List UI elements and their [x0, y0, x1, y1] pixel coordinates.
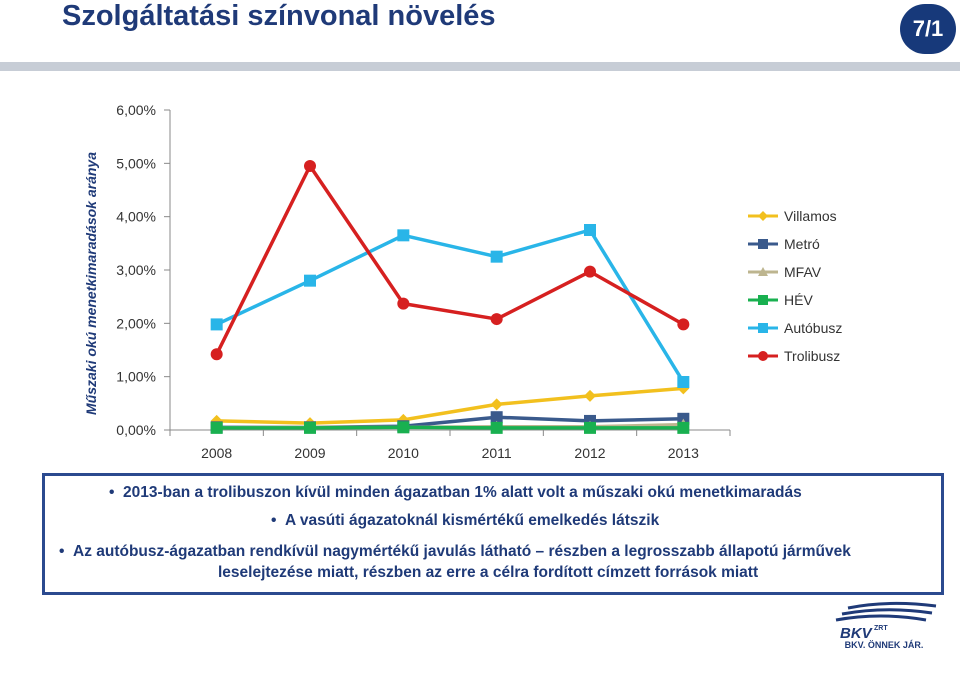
- y-tick-label: 2,00%: [116, 315, 156, 331]
- data-point: [210, 348, 223, 361]
- y-tick-label: 5,00%: [116, 155, 156, 171]
- y-tick-label: 1,00%: [116, 369, 156, 385]
- y-tick-label: 3,00%: [116, 262, 156, 278]
- data-point: [758, 239, 768, 249]
- legend-label: Trolibusz: [784, 348, 841, 364]
- note-text: Az autóbusz-ágazatban rendkívül nagymért…: [73, 543, 851, 560]
- note-item-2: • A vasúti ágazatoknál kismértékű emelked…: [271, 512, 659, 530]
- chart-legend: Villamos Metró MFAV HÉV Autóbusz Trolibusz: [748, 202, 842, 370]
- series-1: [210, 382, 690, 430]
- series-line: [216, 425, 684, 430]
- x-tick-label: 2009: [294, 445, 325, 461]
- data-point: [490, 313, 503, 326]
- series-line: [215, 228, 685, 383]
- page-title: Szolgáltatási színvonal növelés: [62, 0, 496, 32]
- data-point: [758, 267, 768, 276]
- data-point: [584, 224, 596, 236]
- data-point: [490, 421, 503, 434]
- legend-item: Villamos: [748, 202, 842, 230]
- series-6: [210, 160, 690, 361]
- data-point: [677, 318, 690, 331]
- legend-swatch: [748, 295, 778, 305]
- y-tick-label: 0,00%: [116, 422, 156, 438]
- page-number-badge: 7/1: [900, 4, 956, 54]
- data-point: [304, 160, 316, 172]
- legend-item: Autóbusz: [748, 314, 842, 342]
- data-point: [304, 421, 316, 434]
- data-point: [397, 229, 410, 242]
- legend-swatch: [748, 351, 778, 361]
- legend-swatch: [748, 211, 778, 221]
- data-point: [397, 297, 410, 310]
- bullet-icon: •: [59, 543, 65, 560]
- legend-item: Trolibusz: [748, 342, 842, 370]
- notes-box: • 2013-ban a trolibuszon kívül minden ága…: [42, 473, 944, 595]
- x-tick-label: 2008: [201, 445, 232, 461]
- svg-text:ZRT: ZRT: [874, 625, 888, 632]
- note-item-3: • Az autóbusz-ágazatban rendkívül nagymér…: [59, 543, 851, 561]
- note-text: leselejtezése miatt, részben az erre a c…: [218, 564, 759, 581]
- legend-item: MFAV: [748, 258, 842, 286]
- data-point: [210, 421, 223, 434]
- bullet-icon: •: [271, 512, 277, 529]
- data-point: [584, 389, 596, 402]
- legend-label: Metró: [784, 236, 820, 252]
- x-tick-label: 2012: [574, 445, 605, 461]
- line-chart: 0,00% 1,00% 2,00% 3,00% 4,00% 5,00% 6,00% 2008 2…: [116, 102, 731, 461]
- data-point: [304, 274, 316, 287]
- legend-label: MFAV: [784, 264, 822, 280]
- bkv-logo: BKV ZRT BKV. ÖNNEK JÁR.: [828, 600, 940, 660]
- data-point: [677, 421, 690, 434]
- data-point: [584, 265, 596, 278]
- y-axis-label: Műszaki okú menetkimaradások aránya: [83, 151, 99, 415]
- bullet-icon: •: [109, 484, 115, 501]
- series-line: [215, 164, 685, 356]
- legend-swatch: [748, 267, 778, 276]
- data-point: [490, 398, 503, 411]
- note-text: A vasúti ágazatoknál kismértékű emelkedé…: [285, 512, 660, 529]
- legend-swatch: [748, 239, 778, 249]
- legend-item: HÉV: [748, 286, 842, 314]
- legend-label: HÉV: [784, 292, 813, 308]
- x-tick-label: 2011: [482, 445, 512, 461]
- data-point: [677, 376, 690, 388]
- title-divider: [0, 62, 960, 71]
- note-item-3-continued: leselejtezése miatt, részben az erre a c…: [218, 564, 758, 582]
- data-point: [584, 421, 596, 434]
- x-tick-label: 2010: [388, 445, 419, 461]
- bkv-logo-mark: BKV ZRT: [835, 601, 937, 642]
- series-4: [210, 421, 690, 434]
- data-point: [758, 211, 768, 221]
- data-point: [758, 323, 768, 333]
- legend-item: Metró: [748, 230, 842, 258]
- data-point: [758, 295, 768, 305]
- svg-text:BKV: BKV: [840, 625, 874, 640]
- series-5: [210, 224, 690, 388]
- series-line: [216, 386, 684, 425]
- y-tick-label: 4,00%: [116, 209, 156, 225]
- data-point: [490, 411, 503, 424]
- note-item-1: • 2013-ban a trolibuszon kívül minden ága…: [109, 484, 802, 502]
- note-text: 2013-ban a trolibuszon kívül minden ágaz…: [123, 484, 802, 501]
- data-point: [490, 250, 503, 263]
- x-tick-label: 2013: [668, 445, 699, 461]
- legend-label: Autóbusz: [784, 320, 843, 336]
- data-point: [210, 318, 223, 331]
- y-tick-label: 6,00%: [116, 102, 156, 118]
- legend-label: Villamos: [784, 208, 837, 224]
- legend-swatch: [748, 323, 778, 333]
- data-point: [758, 351, 768, 361]
- logo-tagline: BKV. ÖNNEK JÁR.: [844, 640, 924, 650]
- data-point: [397, 421, 410, 434]
